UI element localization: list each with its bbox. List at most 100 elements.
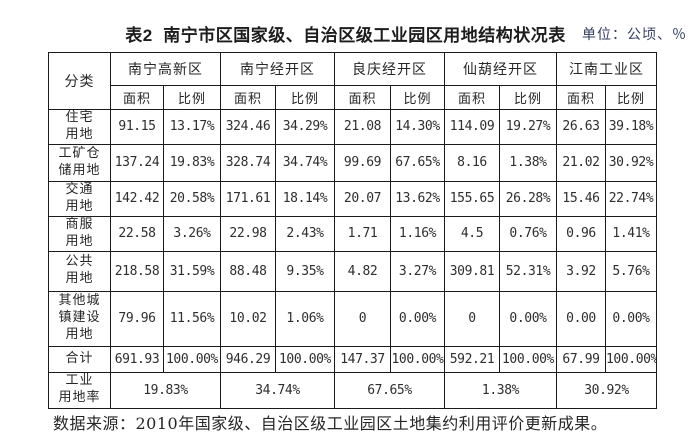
ratio-cell: 100.00% (163, 345, 221, 373)
ratio-cell: 100.00% (275, 345, 335, 373)
ratio-header: 比例 (390, 85, 445, 110)
ratio-cell: 13.17% (163, 109, 221, 145)
area-header: 面积 (444, 85, 500, 110)
area-cell: 3.92 (556, 250, 606, 292)
unit-label: 单位：公顷、％ (582, 27, 687, 43)
ratio-cell: 100.00% (605, 345, 657, 373)
table-row: 公共 用地 218.58 31.59% 88.48 9.35% 4.82 3.27% 309.… (48, 250, 657, 292)
table-row: 住宅 用地 91.15 13.17% 324.46 34.29% 21.08 14.30% 1… (48, 109, 657, 145)
area-cell: 142.42 (110, 180, 164, 217)
area-cell: 26.63 (556, 109, 606, 145)
industrial-rate-cell: 1.38% (444, 371, 557, 409)
area-header: 面积 (556, 85, 606, 110)
row-label: 其他城 镇建设 用地 (48, 290, 111, 347)
area-cell: 67.99 (556, 345, 606, 373)
area-cell: 0.00 (556, 290, 606, 347)
ratio-cell: 14.30% (390, 109, 445, 145)
ratio-cell: 18.14% (275, 180, 335, 217)
area-cell: 21.08 (334, 109, 391, 145)
group-header-liangqing: 良庆经开区 (334, 52, 445, 86)
group-header-jiangnan: 江南工业区 (556, 52, 657, 86)
area-cell: 0.96 (556, 215, 606, 252)
area-cell: 4.5 (444, 215, 500, 252)
row-label: 公共 用地 (48, 250, 111, 292)
industrial-rate-row: 工业 用地率 19.83% 34.74% 67.65% 1.38% 30.92% (48, 371, 657, 409)
ratio-header: 比例 (275, 85, 335, 110)
area-cell: 309.81 (444, 250, 500, 292)
area-cell: 99.69 (334, 143, 391, 182)
area-header: 面积 (220, 85, 276, 110)
ratio-cell: 3.26% (163, 215, 221, 252)
area-cell: 328.74 (220, 143, 276, 182)
area-cell: 137.24 (110, 143, 164, 182)
area-cell: 171.61 (220, 180, 276, 217)
ratio-header: 比例 (163, 85, 221, 110)
group-header-row: 分类 南宁高新区 南宁经开区 良庆经开区 仙葫经开区 江南工业区 (48, 52, 657, 110)
area-cell: 88.48 (220, 250, 276, 292)
ratio-cell: 0.00% (390, 290, 445, 347)
source-note: 数据来源：2010年国家级、自治区级工业园区土地集约利用评价更新成果。 (53, 414, 608, 433)
ratio-cell: 1.41% (605, 215, 657, 252)
area-header: 面积 (334, 85, 391, 110)
ratio-cell: 20.58% (163, 180, 221, 217)
area-cell: 21.02 (556, 143, 606, 182)
row-label: 交通 用地 (48, 180, 111, 217)
area-cell: 4.82 (334, 250, 391, 292)
area-cell: 79.96 (110, 290, 164, 347)
ratio-cell: 39.18% (605, 109, 657, 145)
ratio-cell: 34.74% (275, 143, 335, 182)
area-cell: 0 (444, 290, 500, 347)
land-use-table: 分类 南宁高新区 南宁经开区 良庆经开区 仙葫经开区 江南工业区 面积 比例 面… (48, 52, 657, 409)
table-row: 交通 用地 142.42 20.58% 171.61 18.14% 20.07 13.62%… (48, 180, 657, 217)
ratio-header: 比例 (499, 85, 557, 110)
area-cell: 155.65 (444, 180, 500, 217)
area-cell: 691.93 (110, 345, 164, 373)
row-label: 合计 (48, 345, 111, 373)
ratio-cell: 0.00% (499, 290, 557, 347)
table-body: 住宅 用地 91.15 13.17% 324.46 34.29% 21.08 14.30% 1… (48, 109, 657, 409)
ratio-cell: 22.74% (605, 180, 657, 217)
ratio-cell: 13.62% (390, 180, 445, 217)
table-header: 表2 南宁市区国家级、自治区级工业园区用地结构状况表 单位：公顷、％ (0, 21, 691, 45)
ratio-cell: 31.59% (163, 250, 221, 292)
table-row: 其他城 镇建设 用地 79.96 11.56% 10.02 1.06% 0 0.00% 0 0.… (48, 290, 657, 347)
ratio-cell: 100.00% (499, 345, 557, 373)
industrial-rate-cell: 19.83% (110, 371, 221, 409)
group-header-gaoxin: 南宁高新区 (110, 52, 221, 86)
ratio-cell: 1.06% (275, 290, 335, 347)
ratio-cell: 67.65% (390, 143, 445, 182)
industrial-rate-cell: 30.92% (556, 371, 657, 409)
ratio-cell: 3.27% (390, 250, 445, 292)
area-cell: 1.71 (334, 215, 391, 252)
table-title: 表2 南宁市区国家级、自治区级工业园区用地结构状况表 (125, 26, 566, 45)
area-cell: 946.29 (220, 345, 276, 373)
area-header: 面积 (110, 85, 164, 110)
category-header: 分类 (48, 52, 111, 110)
sub-header-row: 面积 比例 面积 比例 面积 比例 面积 比例 面积 比例 (49, 85, 657, 110)
area-cell: 114.09 (444, 109, 500, 145)
area-cell: 91.15 (110, 109, 164, 145)
area-cell: 592.21 (444, 345, 500, 373)
group-header-xianhu: 仙葫经开区 (444, 52, 557, 86)
area-cell: 10.02 (220, 290, 276, 347)
industrial-rate-cell: 67.65% (334, 371, 445, 409)
ratio-cell: 19.83% (163, 143, 221, 182)
row-label: 工业 用地率 (48, 371, 111, 409)
group-header-jingkai: 南宁经开区 (220, 52, 335, 86)
ratio-cell: 19.27% (499, 109, 557, 145)
ratio-cell: 30.92% (605, 143, 657, 182)
area-cell: 22.58 (110, 215, 164, 252)
area-cell: 22.98 (220, 215, 276, 252)
ratio-cell: 2.43% (275, 215, 335, 252)
ratio-cell: 34.29% (275, 109, 335, 145)
ratio-cell: 9.35% (275, 250, 335, 292)
ratio-cell: 52.31% (499, 250, 557, 292)
area-cell: 218.58 (110, 250, 164, 292)
table-row: 工矿仓 储用地 137.24 19.83% 328.74 34.74% 99.69 67.6… (48, 143, 657, 182)
table-row: 合计 691.93 100.00% 946.29 100.00% 147.37 100.00… (48, 345, 657, 373)
ratio-cell: 11.56% (163, 290, 221, 347)
industrial-rate-cell: 34.74% (220, 371, 335, 409)
area-cell: 0 (334, 290, 391, 347)
area-cell: 20.07 (334, 180, 391, 217)
